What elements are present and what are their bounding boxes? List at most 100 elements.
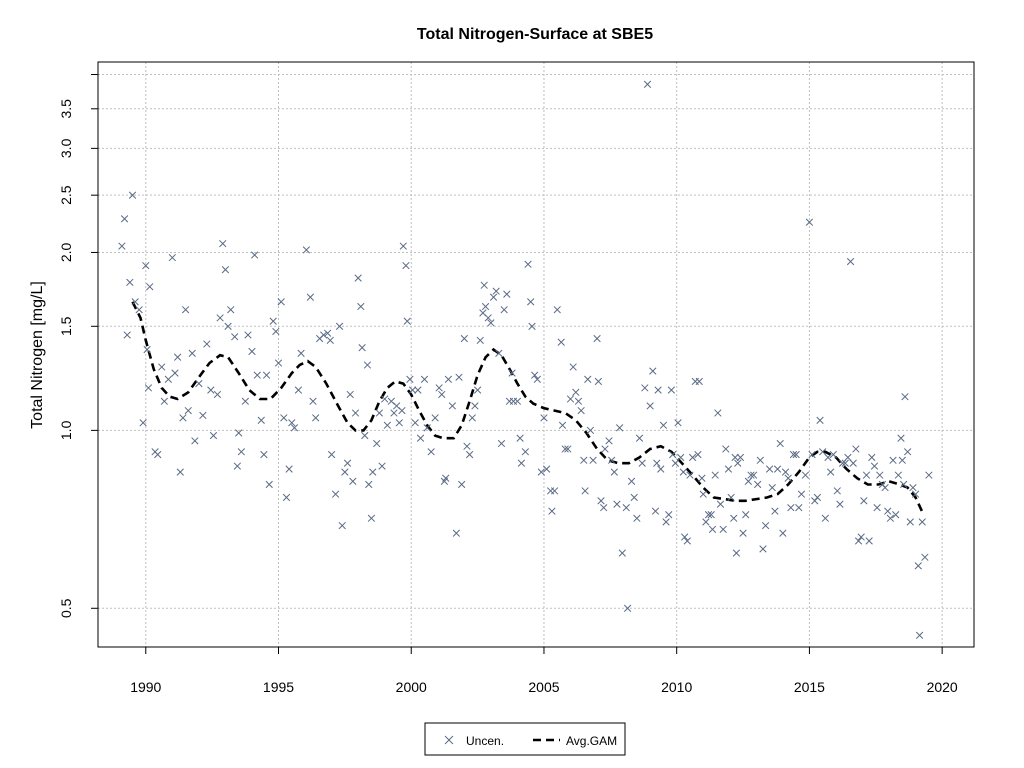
data-point: [537, 468, 545, 476]
data-point: [836, 500, 844, 508]
legend-label-gam: Avg.GAM: [566, 734, 617, 748]
data-point: [302, 246, 311, 254]
x-axis: 1990 1995 2000 2005 2010 2015 2020: [130, 647, 958, 695]
data-point: [776, 439, 784, 448]
data-point: [231, 333, 239, 341]
data-point: [444, 375, 453, 383]
data-point: [484, 314, 492, 322]
data-point: [671, 459, 680, 467]
data-point: [241, 397, 249, 405]
data-point: [458, 480, 466, 489]
data-point: [365, 480, 373, 489]
data-point: [756, 456, 764, 464]
data-point: [557, 338, 565, 346]
data-point: [227, 306, 235, 314]
data-point: [481, 302, 490, 311]
data-point: [677, 453, 685, 462]
gam-layer: [131, 301, 925, 516]
data-point: [569, 363, 577, 371]
data-point: [533, 375, 541, 383]
x-tick-label-1995: 1995: [263, 679, 294, 695]
data-point: [747, 471, 755, 479]
data-point: [884, 507, 892, 515]
data-point: [351, 409, 360, 417]
data-point: [158, 363, 166, 371]
data-point: [808, 450, 816, 459]
data-point: [414, 386, 422, 394]
data-point: [574, 397, 583, 405]
x-tick-label-1990: 1990: [130, 679, 161, 695]
data-point: [516, 434, 524, 442]
data-point: [341, 468, 349, 476]
data-point: [144, 384, 153, 392]
data-point: [613, 500, 621, 508]
data-point: [711, 471, 719, 479]
data-point: [448, 402, 457, 410]
data-point: [431, 414, 439, 422]
data-point: [600, 504, 608, 512]
data-point: [277, 298, 285, 306]
y-tick-label-4: 2.5: [58, 185, 74, 205]
data-point: [378, 462, 386, 470]
data-point: [402, 261, 410, 270]
data-point: [827, 468, 835, 476]
data-point: [781, 468, 790, 476]
data-point: [250, 251, 259, 259]
data-point: [346, 390, 354, 399]
data-point: [699, 490, 707, 498]
data-point: [521, 448, 530, 456]
data-point: [771, 507, 779, 515]
data-point: [142, 261, 150, 270]
data-point: [679, 468, 687, 476]
y-tick-label-3: 2.0: [58, 243, 74, 263]
data-point: [154, 450, 162, 459]
data-point: [566, 395, 575, 403]
data-point: [846, 257, 855, 266]
data-point: [564, 445, 572, 453]
data-point: [323, 329, 332, 337]
data-point: [594, 377, 603, 386]
data-point: [272, 327, 280, 336]
data-point: [173, 353, 182, 361]
data-point: [553, 306, 561, 314]
data-point: [898, 456, 906, 464]
data-point: [216, 314, 224, 322]
data-point: [779, 529, 787, 537]
data-point: [503, 290, 511, 298]
data-point: [734, 459, 742, 467]
data-point: [188, 349, 196, 357]
data-point: [865, 537, 873, 545]
data-point: [641, 384, 649, 392]
y-tick-label-0: 0.5: [58, 598, 74, 618]
data-point: [744, 477, 753, 485]
data-point: [548, 507, 556, 515]
gam-line: [131, 301, 925, 516]
data-point: [253, 371, 261, 379]
data-point: [841, 459, 849, 467]
y-tick-label-1: 1.0: [58, 420, 74, 440]
data-point: [716, 500, 725, 508]
data-points: [118, 80, 933, 639]
x-tick-label-2020: 2020: [927, 679, 958, 695]
data-point: [849, 459, 857, 467]
data-point: [719, 525, 727, 534]
data-point: [897, 434, 905, 442]
data-point: [375, 409, 384, 417]
data-point: [435, 384, 443, 392]
data-point: [915, 631, 924, 639]
y-axis: 0.5 1.0 1.5 2.0 2.5 3.0 3.5: [58, 74, 98, 618]
data-point: [260, 450, 268, 459]
data-point: [646, 402, 654, 410]
data-point: [750, 471, 758, 479]
data-point: [731, 453, 739, 462]
data-point: [610, 468, 618, 476]
data-point: [903, 448, 912, 456]
data-point: [500, 306, 508, 314]
data-point: [369, 468, 377, 476]
data-point: [338, 521, 346, 530]
data-point: [635, 434, 644, 442]
data-point: [527, 298, 535, 306]
data-point: [312, 414, 320, 422]
data-point: [489, 293, 498, 301]
